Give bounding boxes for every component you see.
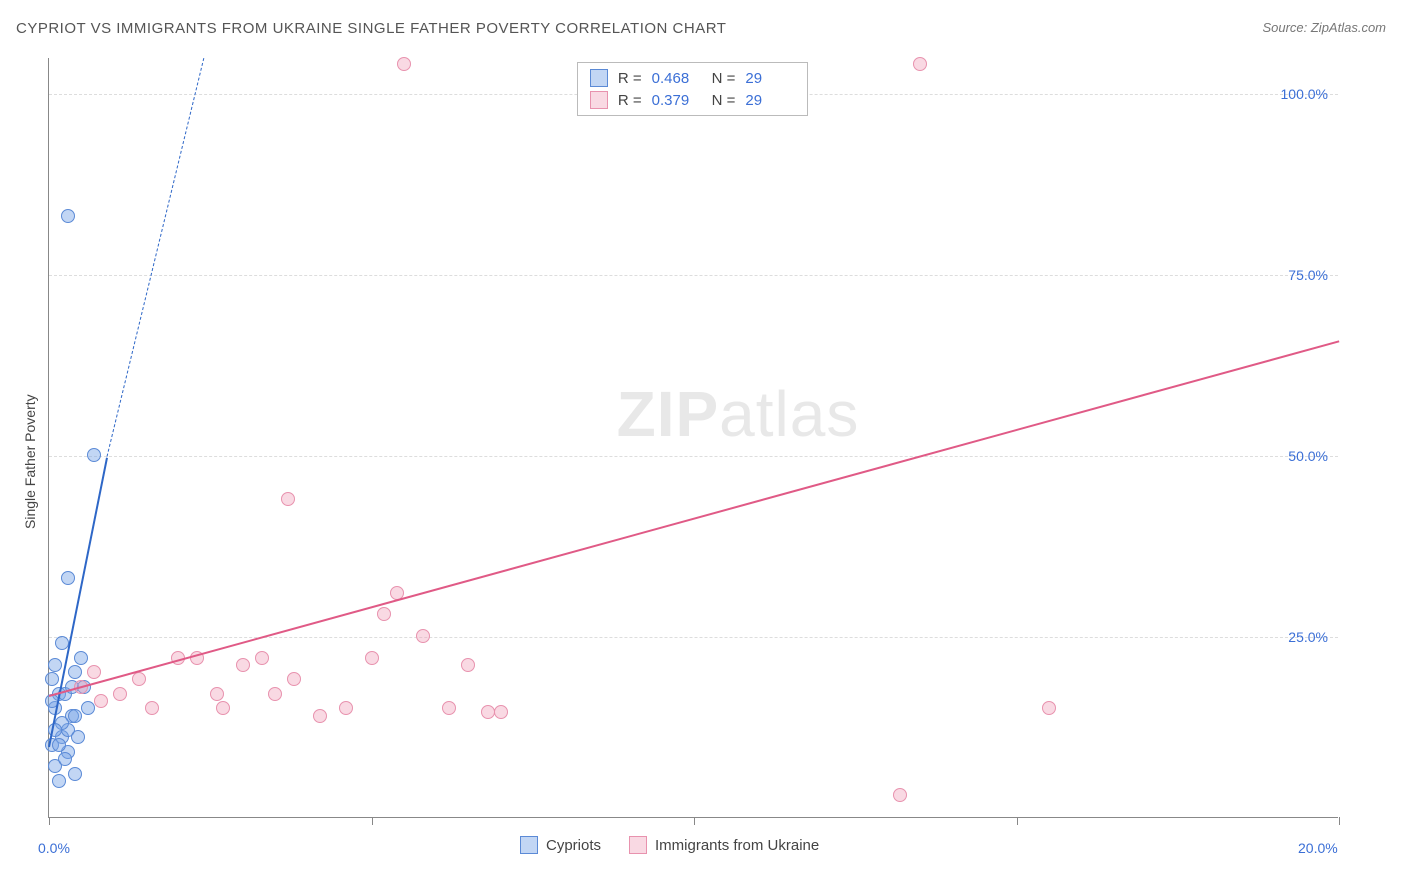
stat-key: R = (618, 92, 642, 109)
data-point (365, 651, 379, 665)
stats-row: R = 0.468 N = 29 (578, 67, 808, 89)
data-point (68, 665, 82, 679)
stats-row: R = 0.379 N = 29 (578, 89, 808, 111)
stat-r-value: 0.468 (652, 70, 702, 87)
stat-n-value: 29 (745, 92, 795, 109)
legend-swatch (590, 69, 608, 87)
data-point (494, 705, 508, 719)
data-point (442, 701, 456, 715)
data-point (255, 651, 269, 665)
x-tick (372, 817, 373, 825)
chart-title: CYPRIOT VS IMMIGRANTS FROM UKRAINE SINGL… (16, 20, 726, 37)
legend-item: Immigrants from Ukraine (629, 836, 819, 854)
data-point (339, 701, 353, 715)
data-point (377, 607, 391, 621)
trend-line (49, 340, 1340, 697)
watermark: ZIPatlas (617, 377, 860, 451)
bottom-legend: Cypriots Immigrants from Ukraine (520, 836, 819, 854)
data-point (52, 774, 66, 788)
legend-item: Cypriots (520, 836, 601, 854)
gridline (49, 637, 1338, 638)
watermark-prefix: ZIP (617, 378, 720, 450)
stat-n-value: 29 (745, 70, 795, 87)
data-point (481, 705, 495, 719)
data-point (893, 788, 907, 802)
data-point (416, 629, 430, 643)
plot-area: ZIPatlas (48, 58, 1338, 818)
data-point (397, 57, 411, 71)
data-point (61, 209, 75, 223)
data-point (461, 658, 475, 672)
data-point (61, 571, 75, 585)
stat-key: N = (712, 92, 736, 109)
data-point (74, 651, 88, 665)
data-point (313, 709, 327, 723)
source-attribution: Source: ZipAtlas.com (1262, 20, 1386, 35)
legend-swatch (520, 836, 538, 854)
data-point (58, 752, 72, 766)
trend-line (107, 58, 205, 456)
legend-swatch (629, 836, 647, 854)
data-point (45, 672, 59, 686)
data-point (268, 687, 282, 701)
x-tick (1017, 817, 1018, 825)
data-point (71, 730, 85, 744)
y-tick-label: 25.0% (1288, 629, 1328, 645)
stat-key: N = (712, 70, 736, 87)
data-point (913, 57, 927, 71)
data-point (236, 658, 250, 672)
y-tick-label: 100.0% (1281, 86, 1328, 102)
gridline (49, 456, 1338, 457)
data-point (48, 658, 62, 672)
y-tick-label: 50.0% (1288, 448, 1328, 464)
stat-key: R = (618, 70, 642, 87)
data-point (87, 665, 101, 679)
stat-r-value: 0.379 (652, 92, 702, 109)
x-axis-min-label: 0.0% (38, 840, 70, 856)
data-point (81, 701, 95, 715)
y-tick-label: 75.0% (1288, 267, 1328, 283)
data-point (145, 701, 159, 715)
data-point (281, 492, 295, 506)
data-point (1042, 701, 1056, 715)
data-point (87, 448, 101, 462)
legend-label: Immigrants from Ukraine (655, 837, 819, 854)
data-point (132, 672, 146, 686)
data-point (94, 694, 108, 708)
x-tick (49, 817, 50, 825)
data-point (52, 738, 66, 752)
gridline (49, 275, 1338, 276)
x-tick (694, 817, 695, 825)
watermark-suffix: atlas (719, 378, 859, 450)
x-axis-max-label: 20.0% (1298, 840, 1338, 856)
x-tick (1339, 817, 1340, 825)
data-point (68, 709, 82, 723)
legend-label: Cypriots (546, 837, 601, 854)
correlation-stats-box: R = 0.468 N = 29 R = 0.379 N = 29 (577, 62, 809, 116)
data-point (210, 687, 224, 701)
data-point (216, 701, 230, 715)
legend-swatch (590, 91, 608, 109)
y-axis-label: Single Father Poverty (22, 395, 38, 530)
data-point (113, 687, 127, 701)
data-point (287, 672, 301, 686)
data-point (68, 767, 82, 781)
